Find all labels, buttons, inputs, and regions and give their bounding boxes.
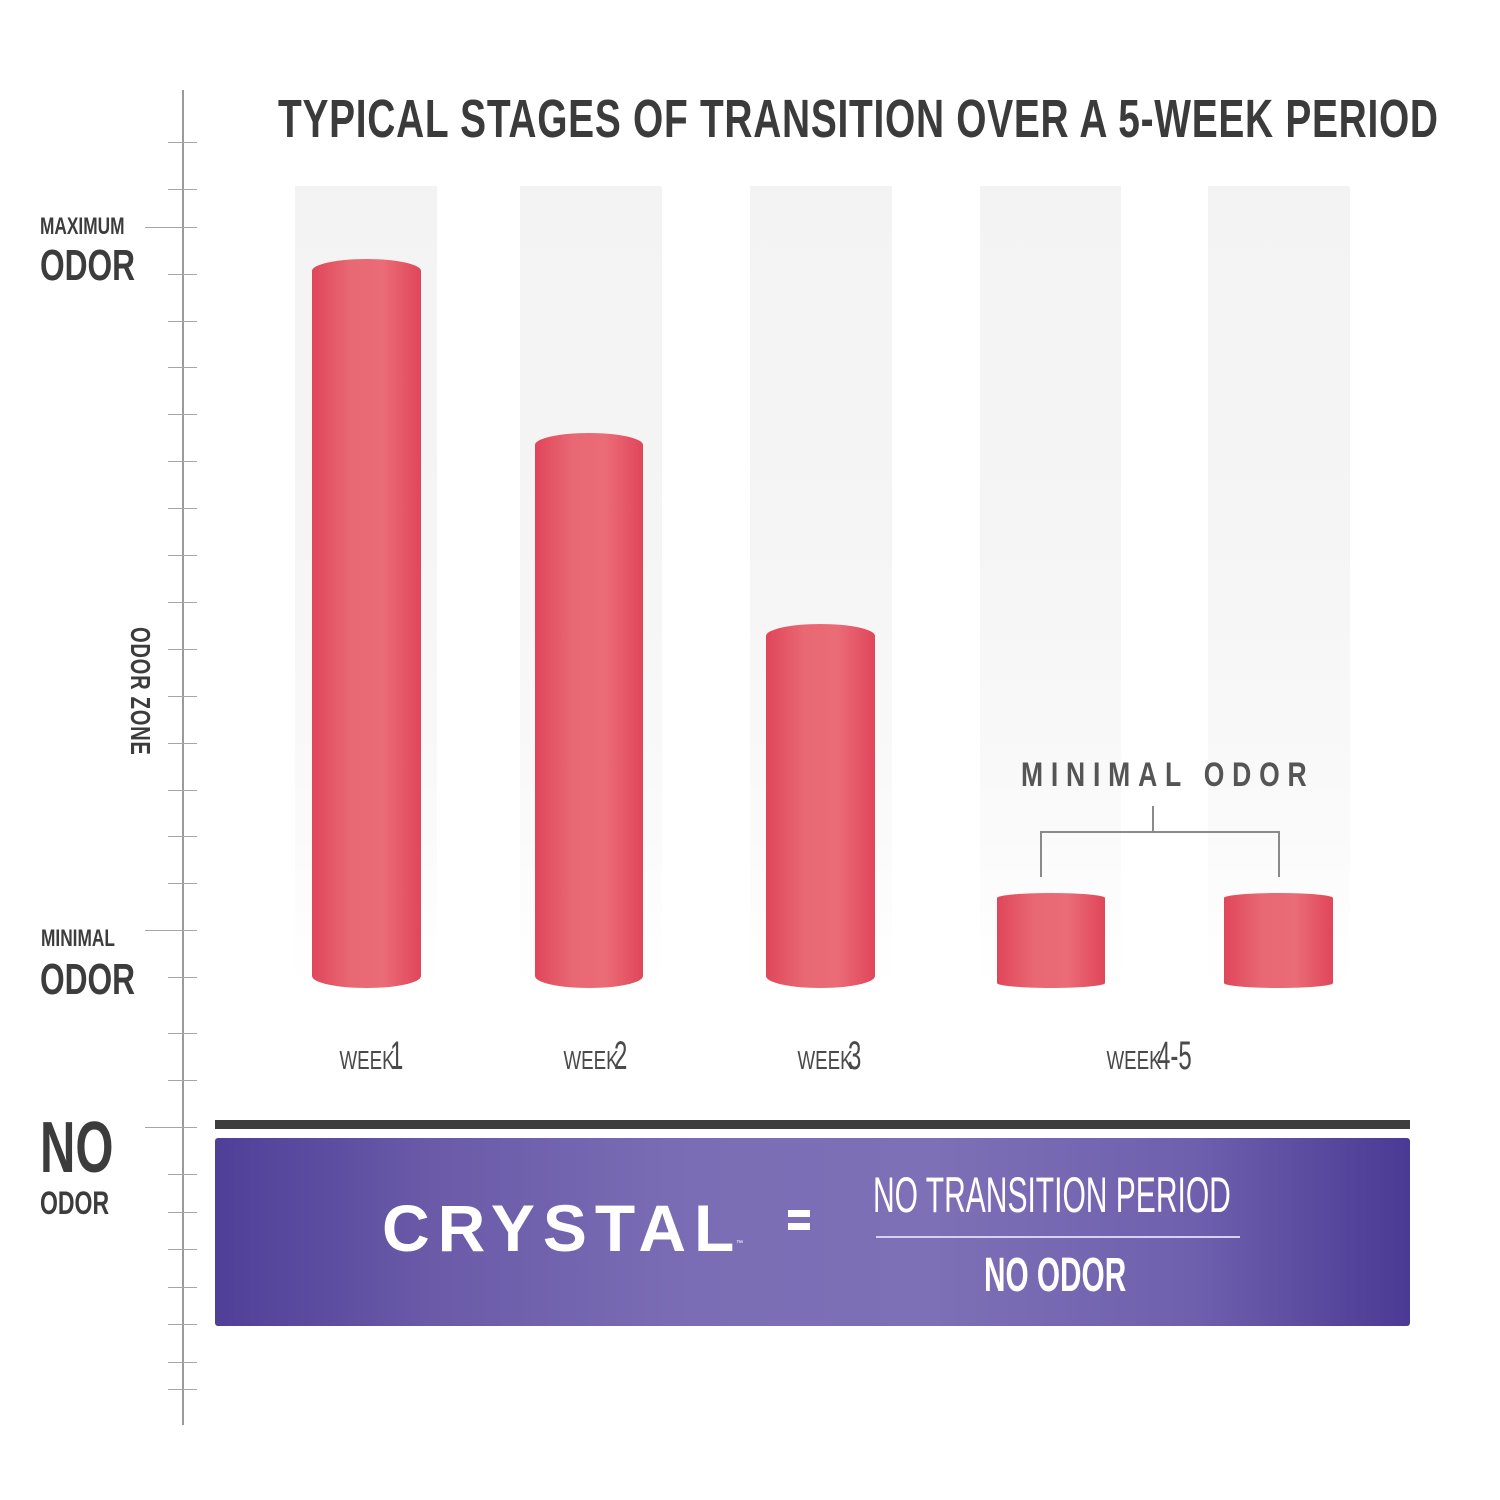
bracket-horizontal [1040,831,1280,833]
y-label-no-odor: ODOR [40,1185,110,1221]
axis-tick [168,1033,197,1034]
axis-tick [168,1080,197,1081]
axis-tick [168,1174,197,1175]
banner-divider [876,1236,1240,1238]
x-label-week4-5: WEEK4-5 [1106,1034,1193,1078]
x-label-week1: WEEK1 [339,1034,404,1078]
chart-title: TYPICAL STAGES OF TRANSITION OVER A 5-WE… [278,88,1438,149]
x-label-week3: WEEK3 [797,1034,862,1078]
axis-tick [168,649,197,650]
axis-tick [168,883,197,884]
axis-tick [168,461,197,462]
y-label-maximum: MAXIMUM [40,213,125,240]
y-label-minimal-odor: ODOR [40,955,136,1004]
y-label-minimal: MINIMAL [41,925,115,952]
bracket-stem [1152,806,1154,832]
axis-tick [168,743,197,744]
banner-line2: NO ODOR [984,1249,1127,1302]
axis-tick [168,1389,197,1390]
axis-tick [168,555,197,556]
axis-tick [168,367,197,368]
bar-week5 [1224,893,1333,988]
axis-tick [168,1212,197,1213]
x-label-week2: WEEK2 [563,1034,628,1078]
axis-tick-major [145,227,197,228]
minimal-odor-annotation: MINIMAL ODOR [1021,756,1315,794]
bar-week1 [312,259,421,988]
axis-tick-major [145,930,197,931]
axis-tick [168,508,197,509]
y-axis-title: ODOR ZONE [125,626,156,756]
y-axis-line [182,90,184,1425]
axis-tick [168,790,197,791]
axis-tick [168,696,197,697]
axis-tick [168,1249,197,1250]
axis-tick [168,189,197,190]
axis-tick [168,414,197,415]
trademark-symbol: ™ [736,1240,743,1247]
bar-week4 [997,893,1105,988]
axis-tick [168,1362,197,1363]
axis-tick [168,1287,197,1288]
bar-week3 [766,624,875,988]
crystal-logo: CRYSTAL [382,1191,743,1265]
equals-icon [788,1208,812,1232]
bracket-left-leg [1040,831,1042,877]
y-label-maximum-odor: ODOR [40,241,136,290]
bar-week2 [535,433,643,988]
crystal-banner [215,1138,1410,1326]
axis-tick [168,977,197,978]
axis-tick [168,1324,197,1325]
bracket-right-leg [1278,831,1280,877]
axis-tick [168,836,197,837]
axis-tick [168,142,197,143]
axis-tick [168,602,197,603]
chart-title-text: TYPICAL STAGES OF TRANSITION OVER A 5-WE… [278,89,1439,149]
y-label-no: NO [40,1108,114,1188]
axis-tick [168,274,197,275]
axis-tick [168,321,197,322]
axis-tick-major [145,1127,197,1128]
banner-line1: NO TRANSITION PERIOD [873,1167,1231,1223]
no-odor-baseline-rule [215,1120,1410,1129]
column-background-week4 [980,186,1121,986]
